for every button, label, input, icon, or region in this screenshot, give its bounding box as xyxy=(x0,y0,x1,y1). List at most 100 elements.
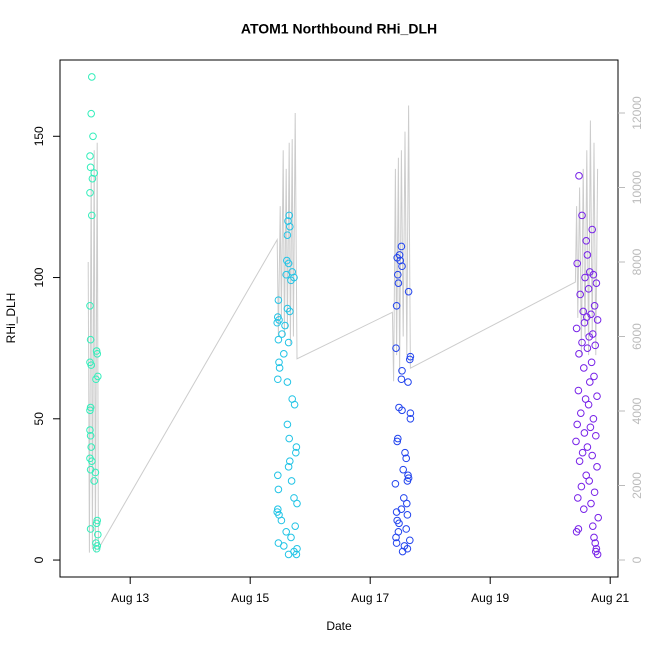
y2-tick-label: 2000 xyxy=(630,472,644,499)
data-point xyxy=(282,527,291,536)
data-point xyxy=(574,386,583,395)
data-point xyxy=(392,301,401,310)
data-point xyxy=(86,406,94,415)
data-point xyxy=(582,237,591,245)
data-point xyxy=(86,188,94,197)
data-point xyxy=(292,448,300,457)
data-point xyxy=(280,542,288,550)
data-point xyxy=(587,358,596,367)
data-point xyxy=(593,550,602,559)
data-point xyxy=(394,434,402,443)
data-point xyxy=(594,513,603,522)
data-point xyxy=(590,301,599,310)
x-tick-label: Aug 17 xyxy=(351,591,389,605)
x-tick-label: Aug 15 xyxy=(231,591,269,605)
data-point xyxy=(397,375,406,384)
data-point xyxy=(593,463,601,471)
data-point xyxy=(88,73,96,81)
data-point xyxy=(86,403,95,412)
data-point xyxy=(588,225,597,234)
data-point xyxy=(579,307,588,316)
data-point xyxy=(591,341,600,350)
y2-tick-label: 0 xyxy=(630,556,644,563)
data-point xyxy=(86,431,95,440)
data-point xyxy=(391,479,400,488)
data-point xyxy=(580,318,589,327)
data-point xyxy=(574,494,582,502)
data-point xyxy=(592,544,601,553)
data-point xyxy=(92,519,101,528)
data-point xyxy=(274,335,283,344)
data-point xyxy=(575,457,584,465)
data-point xyxy=(582,471,591,480)
data-point xyxy=(577,409,585,417)
y2-tick-label: 10000 xyxy=(630,171,644,205)
data-point xyxy=(281,321,289,330)
data-point xyxy=(398,547,407,556)
y-axis-label: RHi_DLH xyxy=(4,293,18,344)
y-tick-label: 100 xyxy=(32,267,46,287)
data-point xyxy=(593,316,602,324)
secondary-line xyxy=(87,105,599,553)
data-point xyxy=(580,429,589,437)
x-tick-label: Aug 19 xyxy=(471,591,509,605)
y2-tick-label: 4000 xyxy=(630,397,644,424)
data-point xyxy=(590,488,599,497)
data-point xyxy=(581,273,589,282)
data-point xyxy=(285,211,294,220)
y-tick-label: 0 xyxy=(32,556,46,563)
data-point xyxy=(292,550,301,559)
data-point xyxy=(402,454,411,463)
data-point xyxy=(86,335,95,344)
data-point xyxy=(92,347,101,355)
data-point xyxy=(572,324,581,333)
data-point xyxy=(589,522,597,530)
data-point xyxy=(398,262,406,271)
data-point xyxy=(584,285,593,293)
data-point xyxy=(588,451,597,460)
data-point xyxy=(88,457,96,465)
data-point xyxy=(398,406,406,415)
data-point xyxy=(274,471,282,480)
data-point xyxy=(580,364,588,372)
y2-tick-label: 6000 xyxy=(630,323,644,350)
data-point xyxy=(586,378,594,386)
data-point xyxy=(592,431,600,440)
data-point xyxy=(578,211,586,220)
data-point xyxy=(585,477,594,485)
data-point xyxy=(572,437,580,446)
y-tick-label: 50 xyxy=(32,412,46,426)
data-point xyxy=(87,109,95,118)
data-point xyxy=(586,423,595,432)
plot-frame xyxy=(59,59,619,578)
data-point xyxy=(283,231,292,239)
data-point xyxy=(398,366,406,375)
data-point xyxy=(587,499,595,508)
data-point xyxy=(578,338,586,347)
data-point xyxy=(87,361,95,369)
data-point xyxy=(591,539,600,547)
data-point xyxy=(575,350,583,358)
data-point xyxy=(406,536,414,545)
data-point xyxy=(280,350,288,358)
data-point xyxy=(93,542,101,550)
data-point xyxy=(86,163,95,172)
data-point xyxy=(392,533,400,542)
data-point xyxy=(293,499,301,508)
data-point xyxy=(282,270,291,279)
data-point xyxy=(86,301,94,310)
data-point xyxy=(406,414,415,423)
data-point xyxy=(88,211,96,220)
data-point xyxy=(392,344,400,352)
data-point xyxy=(283,378,292,386)
data-point xyxy=(404,287,413,296)
data-point xyxy=(592,279,601,287)
chart-title: ATOM1 Northbound RHi_DLH xyxy=(241,21,437,37)
data-point xyxy=(583,251,592,259)
data-point xyxy=(589,414,598,423)
data-point xyxy=(403,499,411,508)
data-point xyxy=(287,477,296,485)
data-point xyxy=(273,318,282,327)
